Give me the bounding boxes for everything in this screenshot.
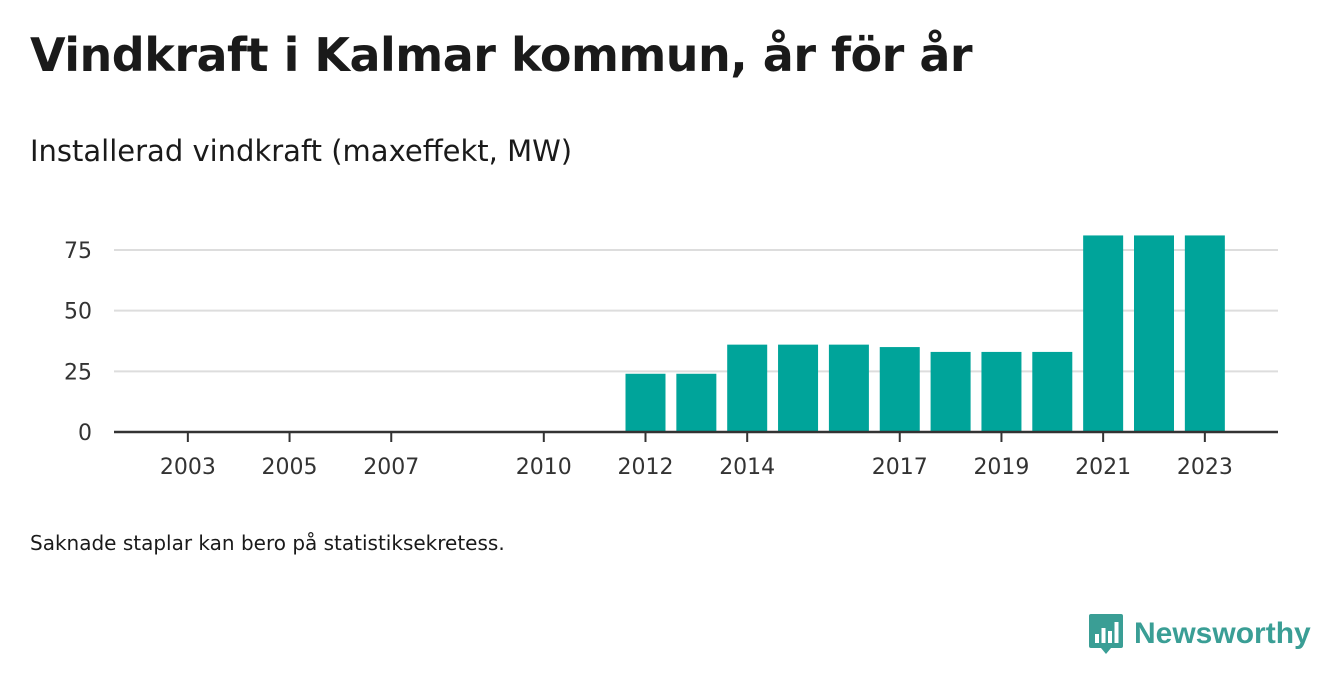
footnote: Saknade staplar kan bero på statistiksek… [30,531,505,555]
bar [930,351,971,432]
y-tick-label: 50 [64,300,92,325]
x-tick-label: 2023 [1177,455,1233,480]
bar [1134,235,1174,432]
bar-chart-speech-bubble-icon [1089,614,1123,654]
bar [828,344,869,432]
bar [1032,351,1073,432]
x-tick-label: 2019 [973,455,1029,480]
x-tick-label: 2007 [363,455,419,480]
bar [1083,235,1124,432]
y-tick-label: 75 [64,239,92,264]
bar [676,373,717,432]
x-tick-label: 2010 [516,455,572,480]
x-tick-label: 2012 [618,455,674,480]
newsworthy-logo[interactable]: Newsworthy [1088,612,1311,656]
bar [1184,235,1225,432]
x-tick-label: 2021 [1075,455,1131,480]
x-tick-label: 2017 [872,455,928,480]
x-tick-label: 2014 [719,455,775,480]
bars [625,235,1225,432]
x-tick-label: 2003 [160,455,216,480]
bar [625,373,666,432]
y-tick-label: 25 [64,360,92,385]
chart-subtitle: Installerad vindkraft (maxeffekt, MW) [30,134,573,168]
y-tick-label: 0 [78,421,92,446]
bar [778,344,819,432]
x-axis-ticks: 2003 2005 2007 2010 2012 2014 2017 2019 2021 2023 [160,432,1233,480]
bar [879,347,920,432]
y-axis-ticks: 0 25 50 75 [64,239,92,446]
brand-name: Newsworthy [1134,617,1311,650]
bar [981,351,1022,432]
bar [727,344,768,432]
x-tick-label: 2005 [262,455,318,480]
chart-title: Vindkraft i Kalmar kommun, år för år [30,28,973,82]
bar-chart: 0 25 50 75 2003 2005 2007 2010 2012 2014 2017 2019… [64,235,1278,480]
